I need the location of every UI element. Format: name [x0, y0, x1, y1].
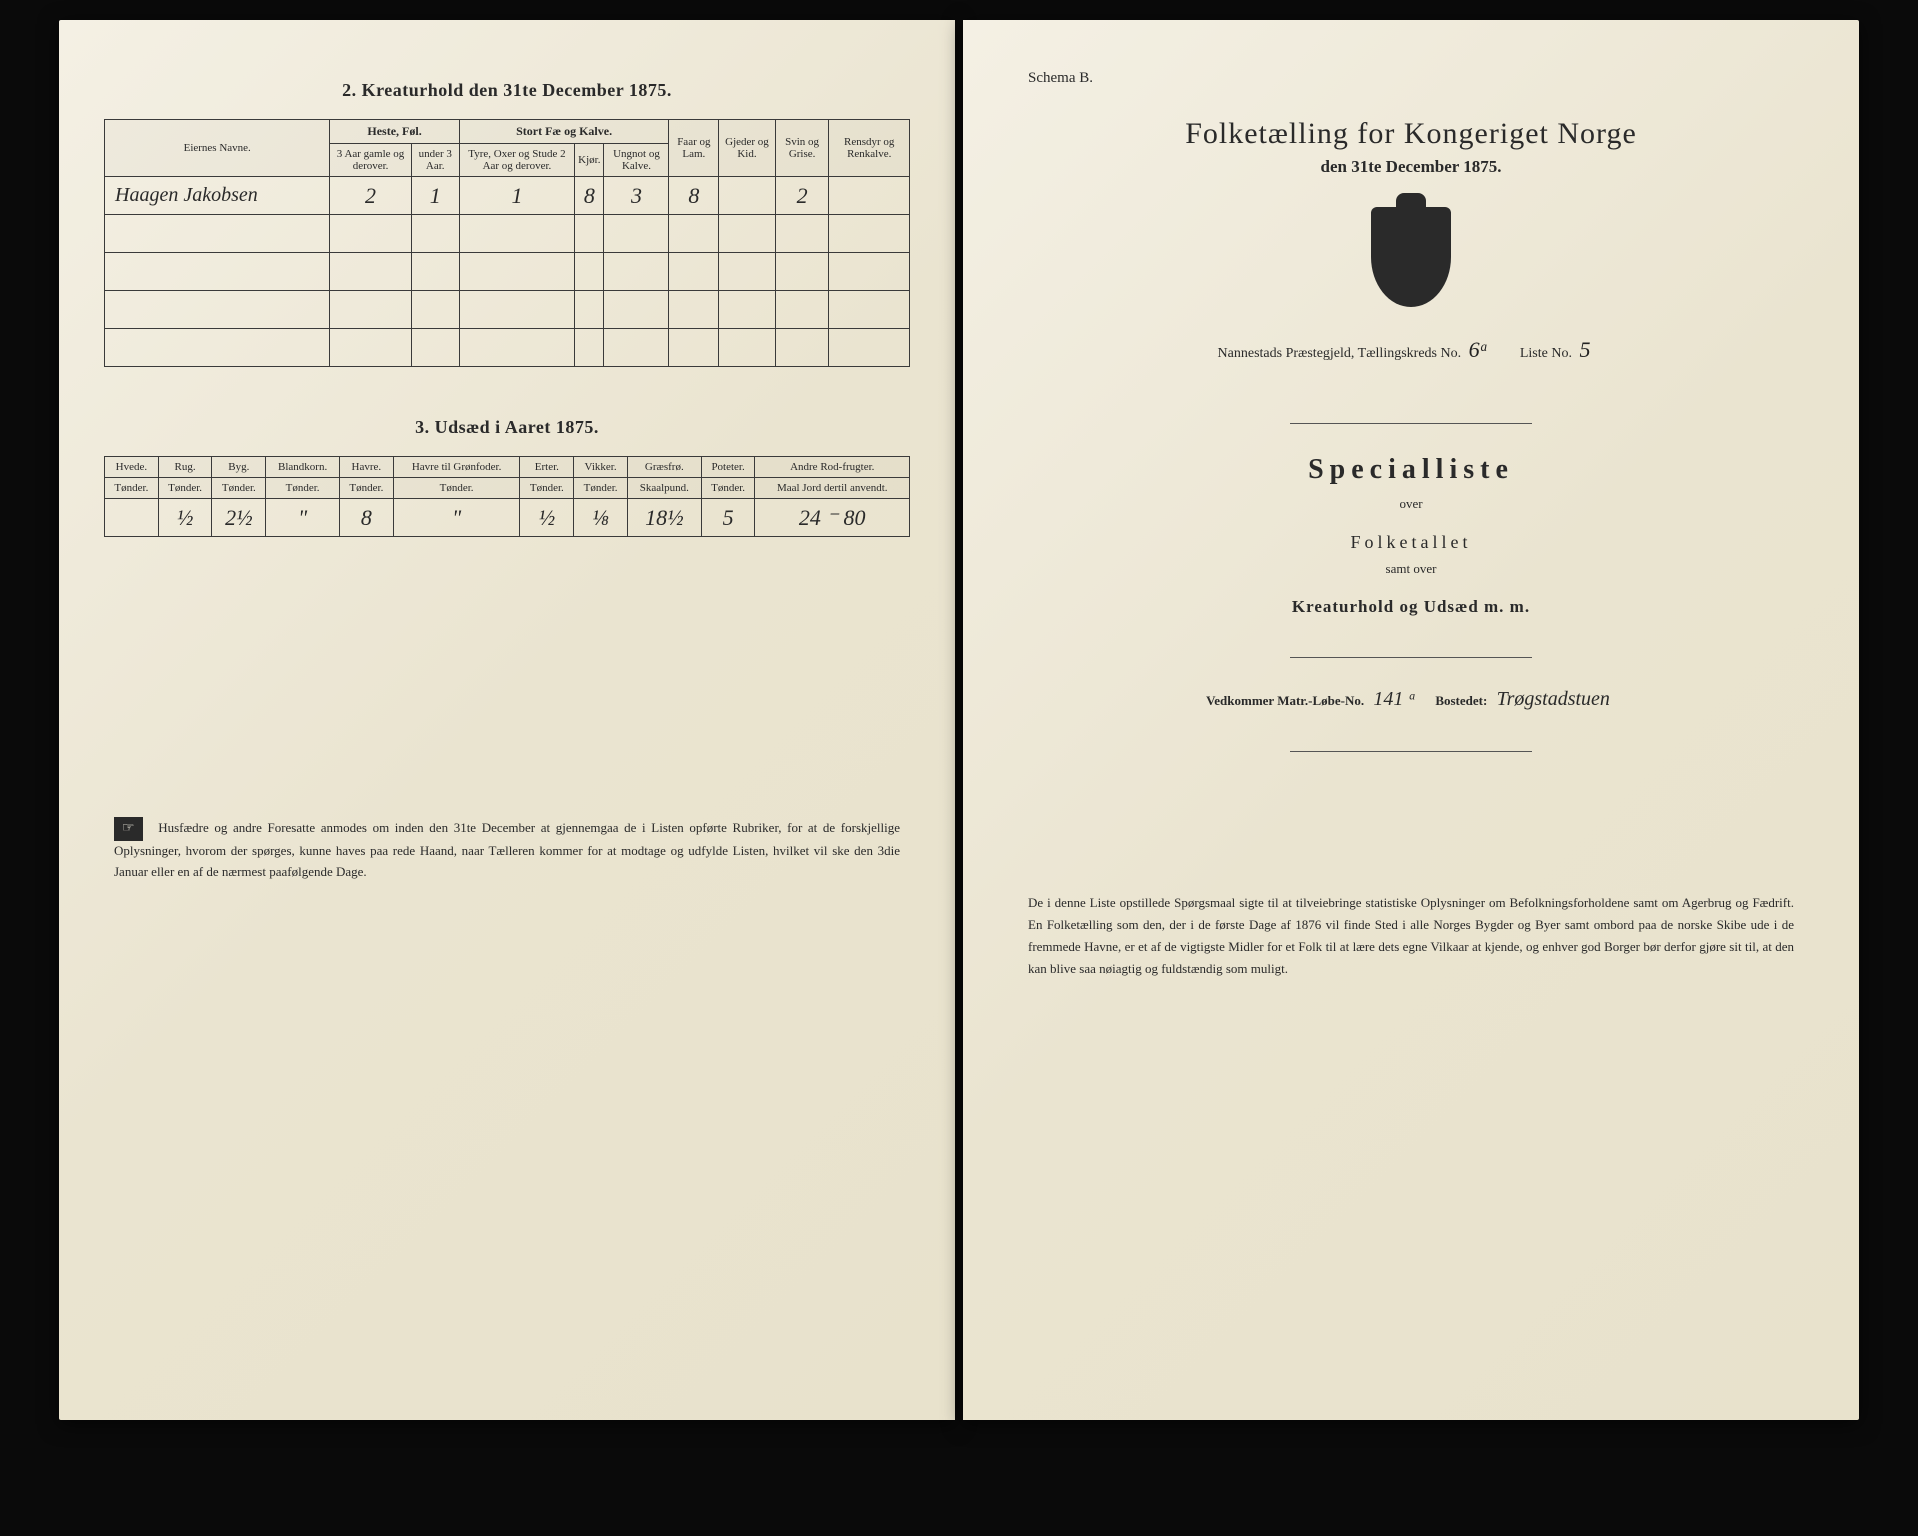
kreaturhold-table: Eiernes Navne. Heste, Føl. Stort Fæ og K… [104, 119, 910, 367]
cell [719, 177, 776, 215]
u: Tønder. [158, 478, 212, 499]
sub-h1: 3 Aar gamle og derover. [330, 144, 411, 177]
cell: 8 [340, 499, 394, 537]
cell: 24 ⁻ 80 [755, 499, 910, 537]
cell: 1 [411, 177, 459, 215]
u: Tønder. [574, 478, 628, 499]
table-row [105, 291, 910, 329]
table-row [105, 329, 910, 367]
cell: ½ [158, 499, 212, 537]
table-row: ½ 2½ " 8 " ½ ⅛ 18½ 5 24 ⁻ 80 [105, 499, 910, 537]
liste-no: 5 [1575, 337, 1594, 363]
krets-prefix: Nannestads Præstegjeld, Tællingskreds No… [1218, 346, 1462, 361]
divider [1290, 751, 1532, 752]
sub-s2: Kjør. [575, 144, 604, 177]
right-page: Schema B. Folketælling for Kongeriget No… [963, 20, 1859, 1420]
u: Tønder. [701, 478, 755, 499]
cell: 3 [604, 177, 669, 215]
grp-stort: Stort Fæ og Kalve. [459, 120, 669, 144]
h-hvede: Hvede. [105, 457, 159, 478]
cell: 5 [701, 499, 755, 537]
samt-over: samt over [1008, 561, 1814, 577]
cell: ½ [520, 499, 574, 537]
cell: 2½ [212, 499, 266, 537]
main-title: Folketælling for Kongeriget Norge [1008, 117, 1814, 151]
table-row [105, 215, 910, 253]
grp-heste: Heste, Føl. [330, 120, 459, 144]
grp-ren: Rensdyr og Renkalve. [829, 120, 910, 177]
subtitle: den 31te December 1875. [1008, 157, 1814, 177]
cell: ⅛ [574, 499, 628, 537]
book-spread: 2. Kreaturhold den 31te December 1875. E… [59, 20, 1859, 1420]
cell [105, 499, 159, 537]
over: over [1008, 496, 1814, 512]
pointing-hand-icon: ☞ [114, 817, 143, 841]
h-bland: Blandkorn. [266, 457, 340, 478]
cell: 8 [575, 177, 604, 215]
vedk-label: Vedkommer Matr.-Løbe-No. [1206, 693, 1364, 708]
u: Tønder. [212, 478, 266, 499]
bottom-paragraph: De i denne Liste opstillede Spørgsmaal s… [1008, 892, 1814, 980]
udsaed-table: Hvede. Rug. Byg. Blandkorn. Havre. Havre… [104, 456, 910, 537]
owner-name: Haagen Jakobsen [105, 177, 330, 215]
footnote: ☞ Husfædre og andre Foresatte anmodes om… [104, 817, 910, 883]
cell: " [393, 499, 520, 537]
matr-no: 141 ᵃ [1367, 688, 1422, 710]
u: Tønder. [393, 478, 520, 499]
divider [1290, 657, 1532, 658]
section2-title: 2. Kreaturhold den 31te December 1875. [104, 80, 910, 101]
h-andre: Andre Rod-frugter. [755, 457, 910, 478]
u: Skaalpund. [627, 478, 701, 499]
table-row: Haagen Jakobsen 2 1 1 8 3 8 2 [105, 177, 910, 215]
bostedet-label: Bostedet: [1435, 693, 1487, 708]
bostedet: Trøgstadstuen [1491, 688, 1616, 710]
cell: 2 [775, 177, 829, 215]
cell: 1 [459, 177, 574, 215]
h-graesfro: Græsfrø. [627, 457, 701, 478]
u: Maal Jord dertil anvendt. [755, 478, 910, 499]
h-rug: Rug. [158, 457, 212, 478]
u: Tønder. [105, 478, 159, 499]
krets-no: 6ᵃ [1465, 337, 1493, 363]
sub-s3: Ungnot og Kalve. [604, 144, 669, 177]
footnote-text: Husfædre og andre Foresatte anmodes om i… [114, 820, 900, 879]
kreatur-line: Kreaturhold og Udsæd m. m. [1008, 597, 1814, 617]
grp-gjed: Gjeder og Kid. [719, 120, 776, 177]
h-havre: Havre. [340, 457, 394, 478]
cell [829, 177, 910, 215]
u: Tønder. [266, 478, 340, 499]
grp-faar: Faar og Lam. [669, 120, 719, 177]
h-vikker: Vikker. [574, 457, 628, 478]
krets-line: Nannestads Præstegjeld, Tællingskreds No… [1008, 337, 1814, 363]
liste-label: Liste No. [1520, 346, 1572, 361]
coat-of-arms-icon [1371, 207, 1451, 307]
cell: 8 [669, 177, 719, 215]
h-erter: Erter. [520, 457, 574, 478]
schema-label: Schema B. [1028, 70, 1814, 87]
grp-svin: Svin og Grise. [775, 120, 829, 177]
section3-title: 3. Udsæd i Aaret 1875. [104, 417, 910, 438]
sub-s1: Tyre, Oxer og Stude 2 Aar og derover. [459, 144, 574, 177]
left-page: 2. Kreaturhold den 31te December 1875. E… [59, 20, 955, 1420]
h-byg: Byg. [212, 457, 266, 478]
folketallet: Folketallet [1008, 532, 1814, 553]
cell: " [266, 499, 340, 537]
specialliste: Specialliste [1008, 454, 1814, 486]
u: Tønder. [340, 478, 394, 499]
cell: 2 [330, 177, 411, 215]
divider [1290, 423, 1532, 424]
h-poteter: Poteter. [701, 457, 755, 478]
cell: 18½ [627, 499, 701, 537]
sub-h2: under 3 Aar. [411, 144, 459, 177]
table-row [105, 253, 910, 291]
owner-header: Eiernes Navne. [105, 120, 330, 177]
h-havregron: Havre til Grønfoder. [393, 457, 520, 478]
vedkommer-line: Vedkommer Matr.-Løbe-No. 141 ᵃ Bostedet:… [1008, 688, 1814, 711]
u: Tønder. [520, 478, 574, 499]
